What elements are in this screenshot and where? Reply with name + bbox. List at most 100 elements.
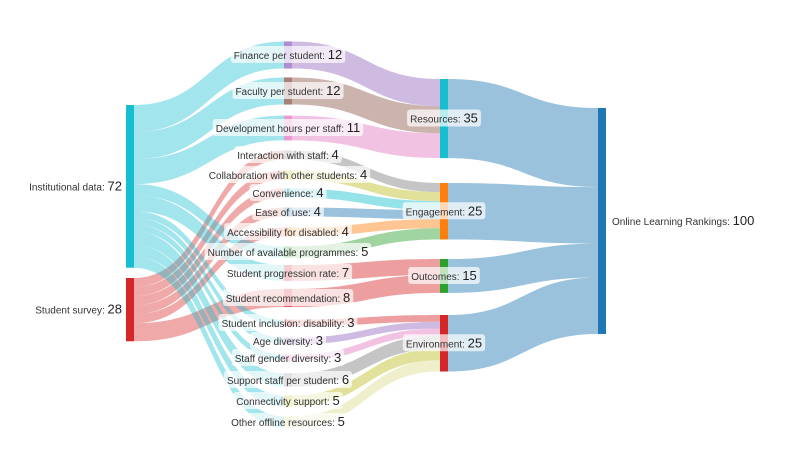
node-name: Student progression rate: <box>227 269 342 280</box>
node-label-outcomes: Outcomes: 15 <box>408 266 480 284</box>
svg-text:Engagement: 25: Engagement: 25 <box>406 203 483 218</box>
link-inst-to-age[interactable] <box>134 218 284 345</box>
label-background <box>212 119 364 136</box>
label-background <box>230 46 346 63</box>
svg-text:Ease of use: 4: Ease of use: 4 <box>255 204 321 219</box>
link-survey-to-interaction[interactable] <box>134 150 284 288</box>
label-background <box>249 184 327 201</box>
node-name: Finance per student: <box>234 51 328 62</box>
svg-text:Other offline resources: 5: Other offline resources: 5 <box>231 414 345 429</box>
node-value: 5 <box>361 244 368 259</box>
svg-text:Student survey: 28: Student survey: 28 <box>35 302 122 317</box>
node-label-inclusion: Student inclusion: disability: 3 <box>218 314 358 331</box>
link-inst-to-offline[interactable] <box>134 256 284 428</box>
svg-text:Student inclusion: disability:: Student inclusion: disability: 3 <box>222 315 355 330</box>
node-label-ease: Ease of use: 4 <box>252 203 324 220</box>
node-name: Student inclusion: disability: <box>222 319 348 330</box>
node-name: Engagement: <box>406 207 468 218</box>
node-value: 72 <box>108 178 122 193</box>
link-inst-to-inclusion[interactable] <box>134 211 284 327</box>
node-name: Connectivity support: <box>236 397 332 408</box>
node-olr[interactable] <box>598 108 606 334</box>
node-label-survey: Student survey: 28 <box>35 302 122 317</box>
node-label-gender: Staff gender diversity: 3 <box>231 349 345 366</box>
node-value: 11 <box>347 120 361 135</box>
node-name: Age diversity: <box>253 337 316 348</box>
label-background <box>233 392 343 409</box>
link-engagement-to-olr[interactable] <box>448 183 598 244</box>
node-label-connect: Connectivity support: 5 <box>233 392 343 409</box>
node-value: 15 <box>462 268 476 283</box>
node-name: Student survey: <box>35 306 107 317</box>
node-value: 3 <box>334 350 341 365</box>
node-label-offline: Other offline resources: 5 <box>228 413 348 430</box>
node-name: Interaction with staff: <box>237 151 331 162</box>
svg-text:Accessibility for disabled: 4: Accessibility for disabled: 4 <box>227 224 349 239</box>
link-age-to-environment[interactable] <box>292 321 440 345</box>
label-background <box>402 334 486 352</box>
svg-text:Student progression rate: 7: Student progression rate: 7 <box>227 265 349 280</box>
node-value: 4 <box>314 204 321 219</box>
svg-text:Development hours per staff: 1: Development hours per staff: 11 <box>216 120 361 135</box>
node-name: Institutional data: <box>29 182 107 193</box>
node-value: 28 <box>108 302 122 317</box>
node-label-resources: Resources: 35 <box>407 109 481 127</box>
svg-text:Interaction with staff: 4: Interaction with staff: 4 <box>237 147 339 162</box>
link-outcomes-to-olr[interactable] <box>448 243 598 293</box>
link-inst-to-support[interactable] <box>134 231 284 387</box>
node-value: 4 <box>360 167 367 182</box>
svg-text:Outcomes: 15: Outcomes: 15 <box>411 268 477 283</box>
node-value: 4 <box>316 185 323 200</box>
node-value: 4 <box>332 147 339 162</box>
node-label-inst: Institutional data: 72 <box>29 178 122 193</box>
label-background <box>407 109 481 127</box>
node-label-support: Support staff per student: 6 <box>223 371 353 388</box>
link-survey-to-access[interactable] <box>134 227 284 324</box>
link-survey-to-ease[interactable] <box>134 207 284 315</box>
node-name: Staff gender diversity: <box>235 354 334 365</box>
label-background <box>218 314 358 331</box>
node-name: Support staff per student: <box>227 376 342 387</box>
link-inst-to-gender[interactable] <box>134 224 284 362</box>
link-environment-to-olr[interactable] <box>448 277 598 372</box>
node-survey[interactable] <box>126 278 134 342</box>
node-value: 4 <box>342 224 349 239</box>
node-label-access: Accessibility for disabled: 4 <box>224 223 352 240</box>
node-name: Outcomes: <box>411 272 462 283</box>
node-name: Faculty per student: <box>235 87 326 98</box>
link-offline-to-environment[interactable] <box>292 360 440 428</box>
node-name: Convenience: <box>252 189 316 200</box>
svg-text:Support staff per student: 6: Support staff per student: 6 <box>227 372 349 387</box>
link-inst-to-finance[interactable] <box>134 41 284 133</box>
node-inst[interactable] <box>126 105 134 268</box>
node-value: 5 <box>332 393 339 408</box>
node-label-convenience: Convenience: 4 <box>249 184 327 201</box>
node-value: 25 <box>468 203 482 218</box>
node-label-engagement: Engagement: 25 <box>402 202 486 220</box>
link-survey-to-collab[interactable] <box>134 170 284 297</box>
node-label-faculty: Faculty per student: 12 <box>232 82 344 99</box>
svg-text:Environment: 25: Environment: 25 <box>406 335 482 350</box>
link-inst-to-connect[interactable] <box>134 245 284 407</box>
link-resources-to-olr[interactable] <box>448 79 598 188</box>
svg-text:Connectivity support: 5: Connectivity support: 5 <box>236 393 339 408</box>
node-name: Accessibility for disabled: <box>227 228 342 239</box>
node-value: 35 <box>463 111 477 126</box>
label-background <box>205 166 371 183</box>
link-inst-to-programmes[interactable] <box>134 184 284 258</box>
label-background <box>249 332 327 349</box>
node-value: 3 <box>316 333 323 348</box>
node-value: 12 <box>326 83 340 98</box>
node-label-interaction: Interaction with staff: 4 <box>234 146 342 163</box>
node-value: 25 <box>468 335 482 350</box>
label-background <box>222 289 354 306</box>
node-name: Online Learning Rankings: <box>612 217 733 228</box>
node-name: Resources: <box>410 115 463 126</box>
node-value: 100 <box>733 213 755 228</box>
svg-text:Finance per student: 12: Finance per student: 12 <box>234 47 342 62</box>
label-background <box>232 82 344 99</box>
node-label-programmes: Number of available programmes: 5 <box>204 243 372 260</box>
svg-text:Convenience: 4: Convenience: 4 <box>252 185 323 200</box>
node-name: Number of available programmes: <box>208 248 361 259</box>
